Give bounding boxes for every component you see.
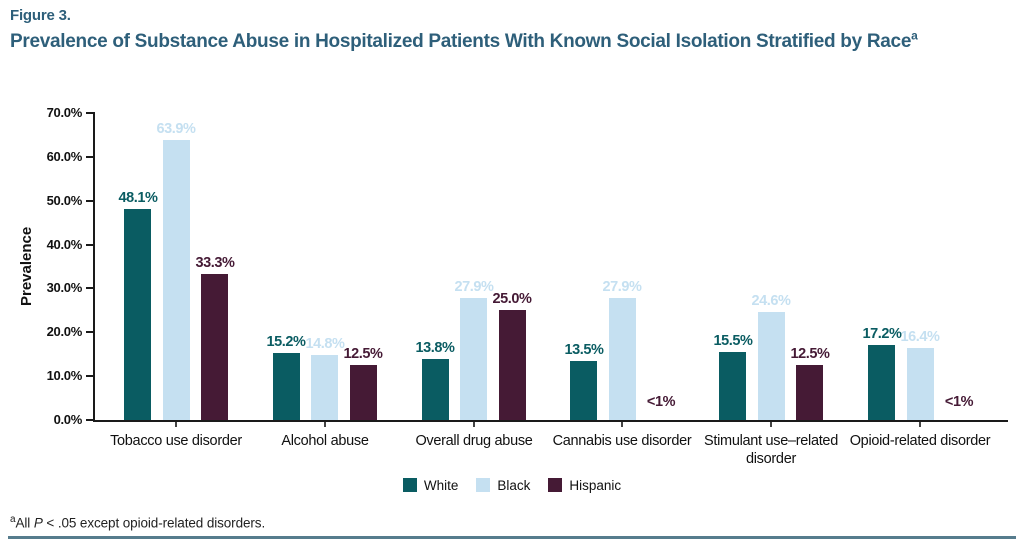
bar	[719, 352, 746, 420]
bar-value-label: 24.6%	[751, 293, 791, 309]
bar-value-label: 13.5%	[564, 342, 604, 358]
footnote: aAll P < .05 except opioid-related disor…	[10, 514, 265, 531]
bar	[868, 345, 895, 420]
bar-value-label: 12.5%	[790, 346, 830, 362]
bar	[796, 365, 823, 420]
y-tick	[86, 112, 93, 114]
category-label: Cannabis use disorder	[552, 433, 692, 449]
y-tick	[86, 375, 93, 377]
bar-value-label: 48.1%	[118, 190, 158, 206]
y-tick-label: 50.0%	[46, 193, 83, 208]
legend-item: Black	[476, 478, 530, 493]
figure-title: Prevalence of Substance Abuse in Hospita…	[10, 30, 1014, 54]
y-axis-line	[93, 112, 95, 422]
footnote-superscript: a	[10, 514, 16, 525]
y-tick-label: 0.0%	[53, 412, 83, 427]
bar-value-label: 15.2%	[266, 334, 306, 350]
y-tick	[86, 331, 93, 333]
x-tick	[919, 422, 921, 427]
bar	[163, 140, 190, 420]
bar-value-label: 14.8%	[305, 336, 345, 352]
bar	[570, 361, 597, 420]
legend-swatch	[548, 478, 563, 492]
y-tick	[86, 244, 93, 246]
y-tick-label: 30.0%	[46, 280, 83, 295]
y-tick	[86, 419, 93, 421]
figure-title-text: Prevalence of Substance Abuse in Hospita…	[10, 31, 912, 52]
category-label: Tobacco use disorder	[110, 433, 242, 449]
bottom-divider	[8, 536, 1016, 539]
bar	[499, 310, 526, 420]
bar	[758, 312, 785, 420]
y-tick	[86, 287, 93, 289]
x-tick	[473, 422, 475, 427]
legend-label: Hispanic	[569, 477, 622, 493]
y-tick-label: 40.0%	[46, 237, 83, 252]
bar-value-label: 27.9%	[602, 279, 642, 295]
category-label: Stimulant use–related disorder	[704, 433, 838, 467]
bar-value-label: 12.5%	[343, 346, 383, 362]
figure-label: Figure 3.	[10, 7, 71, 24]
bar	[350, 365, 377, 420]
bar	[124, 209, 151, 420]
x-tick	[770, 422, 772, 427]
bar-value-label: <1%	[944, 394, 974, 410]
legend-swatch	[476, 478, 491, 492]
bar-value-label: 63.9%	[156, 121, 196, 137]
bar	[311, 355, 338, 420]
bar-value-label: 15.5%	[713, 333, 753, 349]
figure-title-superscript: a	[911, 28, 918, 43]
x-tick	[175, 422, 177, 427]
legend-label: Black	[497, 477, 531, 493]
x-axis-line	[93, 420, 1008, 422]
bar	[422, 359, 449, 420]
bar	[460, 298, 487, 420]
bar-value-label: 25.0%	[492, 291, 532, 307]
bar	[907, 348, 934, 420]
footnote-rest: < .05 except opioid-related disorders.	[42, 515, 266, 531]
bar	[609, 298, 636, 420]
legend-item: Hispanic	[548, 478, 621, 493]
y-tick	[86, 156, 93, 158]
bar-value-label: 16.4%	[900, 329, 940, 345]
y-tick-label: 20.0%	[46, 324, 83, 339]
legend-item: White	[402, 477, 459, 493]
bar-value-label: 17.2%	[862, 326, 902, 342]
bar-value-label: 13.8%	[415, 340, 455, 356]
legend-swatch	[402, 478, 417, 492]
footnote-lead: All	[15, 515, 34, 531]
bar	[201, 274, 228, 420]
bar-value-label: <1%	[646, 394, 676, 410]
bar-value-label: 27.9%	[454, 279, 494, 295]
category-label: Alcohol abuse	[281, 433, 369, 449]
y-tick-label: 10.0%	[46, 368, 83, 383]
footnote-p: P	[33, 515, 43, 531]
x-tick	[324, 422, 326, 427]
y-tick-label: 60.0%	[46, 149, 83, 164]
category-label: Opioid-related disorder	[849, 433, 991, 449]
y-tick-label: 70.0%	[46, 105, 83, 120]
bar-value-label: 33.3%	[195, 255, 235, 271]
y-tick	[86, 200, 93, 202]
bar	[273, 353, 300, 420]
x-tick	[621, 422, 623, 427]
category-label: Overall drug abuse	[415, 433, 533, 449]
legend-label: White	[423, 477, 459, 493]
chart-legend: White Black Hispanic	[0, 476, 1024, 494]
